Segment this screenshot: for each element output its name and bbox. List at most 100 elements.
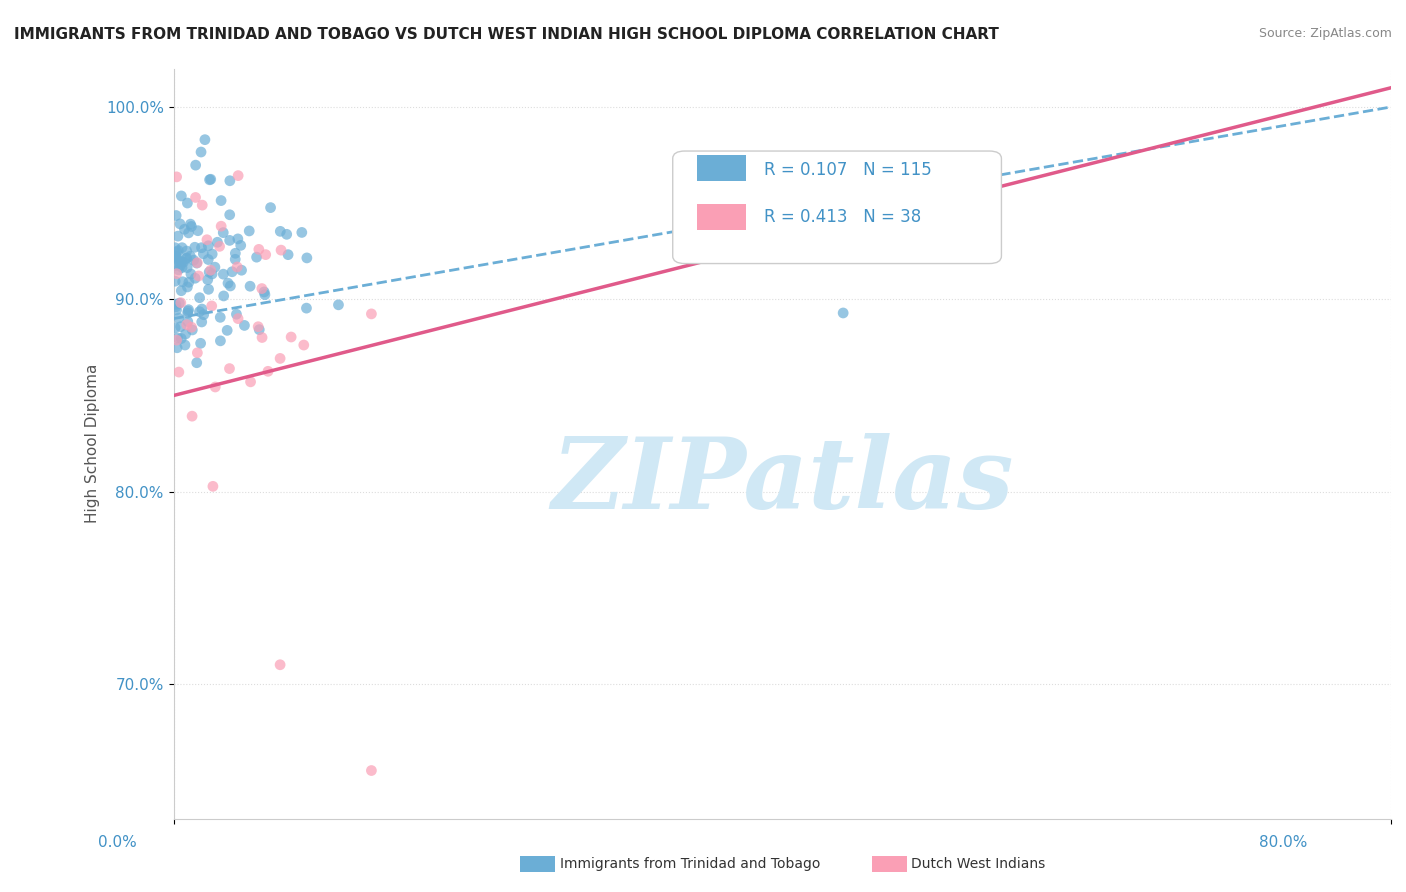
Point — [225, 307, 247, 321]
Point — [197, 252, 219, 267]
Point — [170, 254, 193, 268]
Point — [209, 194, 232, 208]
Point — [212, 226, 235, 240]
Point — [177, 304, 200, 318]
Point — [187, 224, 209, 238]
Point — [167, 229, 190, 244]
Point — [218, 233, 240, 247]
Point — [269, 657, 291, 672]
Point — [165, 249, 187, 263]
Point — [253, 285, 276, 299]
Point — [177, 226, 200, 240]
Point — [328, 298, 350, 312]
Point — [190, 145, 212, 159]
Point — [191, 301, 214, 316]
Point — [217, 323, 239, 337]
Point — [226, 311, 249, 326]
Point — [166, 244, 188, 259]
Point — [176, 251, 198, 265]
Point — [291, 226, 314, 240]
Text: R = 0.107   N = 115: R = 0.107 N = 115 — [763, 161, 932, 178]
Point — [170, 319, 193, 334]
Point — [167, 311, 190, 326]
Point — [177, 275, 200, 289]
Point — [201, 247, 224, 261]
Point — [229, 238, 252, 252]
Point — [200, 172, 222, 186]
Point — [165, 259, 187, 273]
Text: Source: ZipAtlas.com: Source: ZipAtlas.com — [1258, 27, 1392, 40]
Point — [204, 380, 226, 394]
Point — [269, 224, 291, 238]
Point — [186, 256, 208, 270]
Point — [226, 169, 249, 183]
Point — [166, 331, 188, 345]
FancyBboxPatch shape — [672, 151, 1001, 263]
Point — [209, 310, 232, 325]
Point — [166, 341, 188, 355]
Point — [177, 302, 200, 317]
Point — [174, 338, 197, 352]
Point — [197, 239, 219, 253]
Text: 80.0%: 80.0% — [1260, 836, 1308, 850]
Point — [191, 198, 214, 212]
Point — [190, 336, 212, 351]
Point — [165, 241, 187, 255]
Point — [224, 246, 246, 260]
Point — [172, 255, 194, 269]
Point — [208, 239, 231, 253]
Point — [201, 267, 224, 281]
Point — [200, 263, 222, 277]
Text: IMMIGRANTS FROM TRINIDAD AND TOBAGO VS DUTCH WEST INDIAN HIGH SCHOOL DIPLOMA COR: IMMIGRANTS FROM TRINIDAD AND TOBAGO VS D… — [14, 27, 998, 42]
Point — [295, 301, 318, 315]
Point — [170, 332, 193, 346]
Point — [170, 284, 193, 298]
Point — [173, 222, 195, 236]
Point — [270, 243, 292, 257]
Point — [183, 253, 205, 268]
Point — [212, 289, 235, 303]
Point — [187, 268, 209, 283]
Point — [238, 224, 260, 238]
Point — [250, 281, 273, 295]
Point — [226, 232, 249, 246]
Bar — [697, 203, 745, 230]
Point — [179, 249, 201, 263]
Text: Immigrants from Trinidad and Tobago: Immigrants from Trinidad and Tobago — [560, 857, 820, 871]
Point — [247, 243, 270, 257]
Point — [219, 279, 242, 293]
Point — [176, 196, 198, 211]
Point — [188, 304, 211, 318]
Point — [169, 259, 191, 273]
Point — [169, 255, 191, 269]
Point — [207, 235, 229, 250]
Text: R = 0.413   N = 38: R = 0.413 N = 38 — [763, 208, 921, 226]
Point — [165, 249, 187, 263]
Point — [195, 233, 218, 247]
Point — [197, 273, 219, 287]
Point — [201, 479, 224, 493]
Point — [167, 244, 190, 258]
Point — [180, 320, 202, 334]
Point — [193, 308, 215, 322]
Point — [177, 306, 200, 320]
Point — [180, 267, 202, 281]
Point — [194, 133, 217, 147]
Point — [166, 302, 188, 317]
Text: ZIPatlas: ZIPatlas — [551, 433, 1014, 529]
Point — [231, 263, 253, 277]
Point — [174, 326, 197, 341]
Point — [212, 267, 235, 281]
Point — [184, 158, 207, 172]
Point — [170, 260, 193, 275]
Text: Dutch West Indians: Dutch West Indians — [911, 857, 1045, 871]
Point — [218, 174, 240, 188]
Point — [184, 240, 207, 254]
Point — [254, 247, 277, 261]
Point — [165, 300, 187, 314]
Point — [176, 244, 198, 258]
Point — [218, 208, 240, 222]
Point — [221, 265, 243, 279]
Point — [169, 217, 191, 231]
Point — [170, 295, 193, 310]
